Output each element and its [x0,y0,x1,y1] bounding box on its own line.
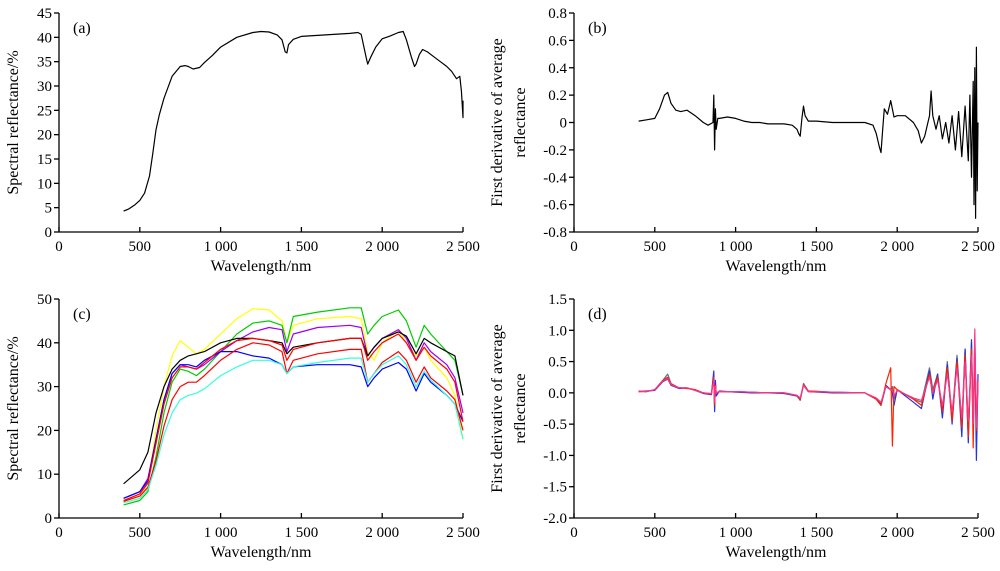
y-tick-label: -0.4 [543,170,567,186]
series-first derivative [638,46,979,219]
panel-d: 0 500 1 000 1 500 2 000 2 500 -2.0 -1.5 -1.0 -0.5… [489,292,995,561]
series-sample-cyan [123,355,464,504]
y-tick-label: -0.8 [543,225,567,241]
y-axis-title-line-1: First derivative of average [489,38,506,206]
y-tick-label: 30 [37,79,52,95]
y-tick-label: 10 [37,467,52,483]
x-axis-title: Wavelength/nm [211,258,312,275]
x-tick-label: 500 [644,525,667,541]
series-sample-gray [638,335,979,438]
y-axis-title-line-1: First derivative of average [489,324,506,492]
y-axis-title: Spectral reflectance/% [5,336,22,480]
y-tick-label: 40 [37,336,52,352]
y-tick-label: -0.2 [543,143,567,159]
panel-b: 0 500 1 000 1 500 2 000 2 500 -0.8 -0.6 -0.4 -0.2… [489,6,995,275]
y-tick-label: -0.5 [543,417,567,433]
y-tick-label: 0 [45,225,53,241]
y-tick-label: 0.2 [548,88,567,104]
y-tick-label: 45 [37,6,52,22]
panel-label: (d) [588,306,607,323]
x-tick-label: 2 000 [365,525,399,541]
series-sample-red [638,342,979,449]
y-tick-label: 5 [45,201,53,217]
x-tick-label: 1 000 [719,239,753,255]
y-tick-label: 0.4 [548,61,567,77]
y-tick-label: 25 [37,103,52,119]
y-tick-label: -1.5 [543,480,567,496]
y-axis-title-line-2: reflectance [512,87,529,157]
panel-label: (a) [73,20,91,37]
panel-label: (b) [588,20,607,37]
series-sample-pink [638,328,979,428]
x-tick-label: 2 500 [961,525,995,541]
x-tick-label: 2 000 [365,239,399,255]
x-tick-label: 1 500 [285,239,319,255]
y-tick-label: -0.6 [543,198,567,214]
x-axis-title: Wavelength/nm [726,544,827,561]
y-tick-label: 40 [37,30,52,46]
y-axis-title: Spectral reflectance/% [5,50,22,194]
y-tick-label: 0.0 [548,386,567,402]
y-tick-label: 1.0 [548,323,567,339]
series-sample-black [123,331,464,485]
y-tick-label: -2.0 [543,511,567,527]
y-tick-label: -1.0 [543,448,567,464]
panel-c: 0 500 1 000 1 500 2 000 2 500 0 10 20 30 40 50 Wavel… [5,292,480,561]
x-tick-label: 2 500 [446,239,480,255]
x-tick-label: 1 500 [800,525,834,541]
y-tick-label: 30 [37,380,52,396]
series-average reflectance [123,30,464,212]
y-tick-label: 15 [37,152,52,168]
y-tick-label: 20 [37,128,52,144]
x-tick-label: 1 000 [204,239,238,255]
x-tick-label: 500 [644,239,667,255]
x-tick-label: 0 [55,525,63,541]
y-tick-label: 0 [560,116,568,132]
y-tick-label: 0.8 [548,6,567,22]
y-tick-label: 10 [37,176,52,192]
y-tick-label: 20 [37,423,52,439]
y-tick-label: 1.5 [548,292,567,308]
x-tick-label: 2 500 [446,525,480,541]
x-tick-label: 0 [570,239,578,255]
x-axis-title: Wavelength/nm [211,544,312,561]
series-sample-blue [638,339,979,461]
x-tick-label: 2 000 [880,239,914,255]
y-tick-label: 35 [37,55,52,71]
x-tick-label: 1 500 [800,239,834,255]
y-tick-label: 50 [37,292,52,308]
x-tick-label: 500 [129,239,152,255]
x-tick-label: 500 [129,525,152,541]
series-sample-green [123,307,464,506]
x-tick-label: 0 [55,239,63,255]
x-tick-label: 1 000 [204,525,238,541]
x-tick-label: 2 500 [961,239,995,255]
y-tick-label: 0.6 [548,33,567,49]
x-tick-label: 1 000 [719,525,753,541]
series-sample-red-1 [123,333,464,502]
y-tick-label: 0.5 [548,355,567,371]
x-tick-label: 1 500 [285,525,319,541]
x-axis-title: Wavelength/nm [726,258,827,275]
x-tick-label: 0 [570,525,578,541]
panel-a: 0 500 1 000 1 500 2 000 2 500 0 5 10 15 20 25 30 35 40… [5,6,480,275]
y-axis-title-line-2: reflectance [512,373,529,443]
panel-label: (c) [73,306,91,323]
x-tick-label: 2 000 [880,525,914,541]
y-tick-label: 0 [45,511,53,527]
